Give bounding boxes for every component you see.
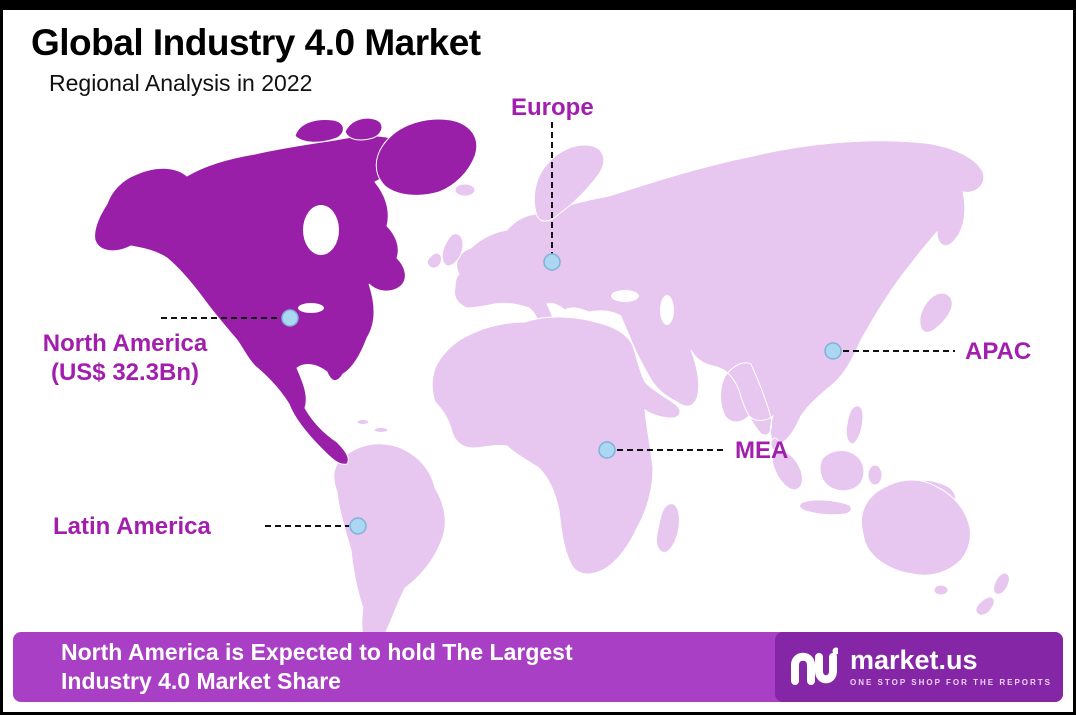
caspian-sea — [660, 295, 674, 325]
region-arctic-island-2 — [344, 117, 383, 141]
great-lakes — [298, 303, 324, 313]
region-madagascar — [656, 503, 680, 553]
region-greenland — [375, 118, 478, 196]
label-north-america: North America (US$ 32.3Bn) — [19, 330, 231, 388]
region-uk — [441, 233, 464, 267]
marker-apac-dot — [824, 342, 842, 360]
region-new-zealand-south — [975, 596, 995, 616]
brand-name: market.us — [849, 645, 978, 675]
region-new-zealand-north — [993, 572, 1010, 595]
page-subtitle: Regional Analysis in 2022 — [49, 70, 313, 96]
label-mea: MEA — [735, 437, 788, 466]
region-caribbean-2 — [373, 427, 389, 433]
brand-text-block: market.us ONE STOP SHOP FOR THE REPORTS — [849, 645, 1053, 688]
marker-europe-dot — [543, 253, 561, 271]
label-apac-text: APAC — [965, 338, 1032, 365]
hudson-bay — [303, 205, 339, 255]
region-australia — [861, 479, 971, 576]
footer-message: North America is Expected to hold The La… — [13, 638, 1063, 697]
footer-banner: North America is Expected to hold The La… — [13, 632, 1063, 702]
world-map — [94, 117, 1010, 647]
region-tasmania — [933, 584, 949, 596]
highlight-region-north-america — [94, 117, 478, 465]
label-latin-america-text: Latin America — [53, 513, 211, 540]
region-borneo — [819, 450, 865, 492]
label-europe: Europe — [511, 94, 594, 123]
label-europe-text: Europe — [511, 94, 594, 121]
marketus-logo-icon — [790, 647, 838, 685]
markers — [281, 253, 842, 535]
region-north-america-mainland — [94, 135, 406, 465]
label-mea-text: MEA — [735, 437, 789, 464]
leader-lines — [161, 122, 955, 527]
region-japan — [919, 292, 953, 333]
region-sulawesi — [867, 464, 883, 486]
label-apac: APAC — [965, 338, 1031, 367]
region-arctic-island-1 — [294, 119, 344, 143]
footer-message-line2: Industry 4.0 Market Share — [61, 668, 341, 694]
black-sea — [611, 290, 639, 302]
marker-mea-dot — [598, 441, 616, 459]
marker-latin-america-dot — [349, 517, 367, 535]
region-eurasia — [454, 140, 985, 447]
region-africa — [431, 316, 681, 575]
page-title: Global Industry 4.0 Market — [31, 22, 481, 63]
brand-tagline: ONE STOP SHOP FOR THE REPORTS — [849, 678, 1053, 687]
region-sri-lanka — [770, 437, 780, 451]
footer-message-line1: North America is Expected to hold The La… — [61, 638, 573, 665]
label-north-america-name: North America — [42, 330, 208, 357]
region-sumatra — [771, 451, 803, 491]
region-ireland — [426, 252, 442, 269]
region-iceland — [454, 183, 476, 197]
region-south-america — [333, 443, 446, 647]
label-north-america-value: (US$ 32.3Bn) — [50, 358, 200, 386]
region-java — [799, 499, 852, 516]
region-philippines — [845, 405, 864, 445]
marker-north-america-dot — [281, 309, 299, 327]
region-caribbean-1 — [356, 419, 370, 425]
label-latin-america: Latin America — [53, 513, 211, 542]
light-regions — [333, 140, 1010, 647]
inland-water — [298, 205, 674, 325]
brand-box: market.us ONE STOP SHOP FOR THE REPORTS — [775, 632, 1063, 702]
